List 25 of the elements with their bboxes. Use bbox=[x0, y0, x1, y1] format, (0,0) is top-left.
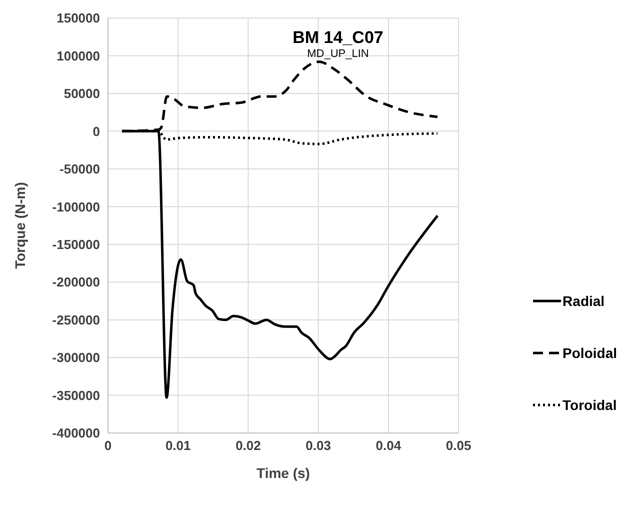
text: BM 14_C07 bbox=[292, 28, 384, 48]
x-axis-title: Time (s) bbox=[256, 465, 310, 481]
legend-label: Radial bbox=[562, 293, 605, 309]
y-axis-title: Torque (N-m) bbox=[12, 182, 28, 269]
x-tick-label: 0.02 bbox=[236, 438, 261, 454]
x-tick-label: 0.03 bbox=[306, 438, 331, 454]
legend-label: Toroidal bbox=[562, 397, 617, 413]
y-tick-label: 0 bbox=[92, 124, 100, 139]
y-tick-label: -100000 bbox=[52, 199, 100, 214]
text: MD_UP_LIN bbox=[306, 48, 370, 60]
x-tick-label: 0.04 bbox=[376, 438, 402, 454]
x-tick-label: 0.05 bbox=[446, 438, 472, 454]
x-tick-label: 0.01 bbox=[165, 438, 191, 454]
y-tick-label: -400000 bbox=[52, 426, 100, 441]
y-tick-label: 150000 bbox=[56, 10, 100, 26]
y-tick-label: -350000 bbox=[52, 388, 100, 403]
y-tick-label: -200000 bbox=[52, 274, 100, 290]
y-tick-label: -50000 bbox=[60, 162, 100, 177]
y-tick-label: -150000 bbox=[52, 236, 100, 252]
y-tick-label: -300000 bbox=[52, 350, 100, 366]
y-tick-label: -250000 bbox=[52, 312, 100, 328]
y-tick-label: 100000 bbox=[56, 48, 100, 64]
legend-label: Poloidal bbox=[562, 345, 617, 361]
y-tick-label: 50000 bbox=[64, 86, 100, 102]
x-tick-label: 0 bbox=[104, 438, 112, 454]
